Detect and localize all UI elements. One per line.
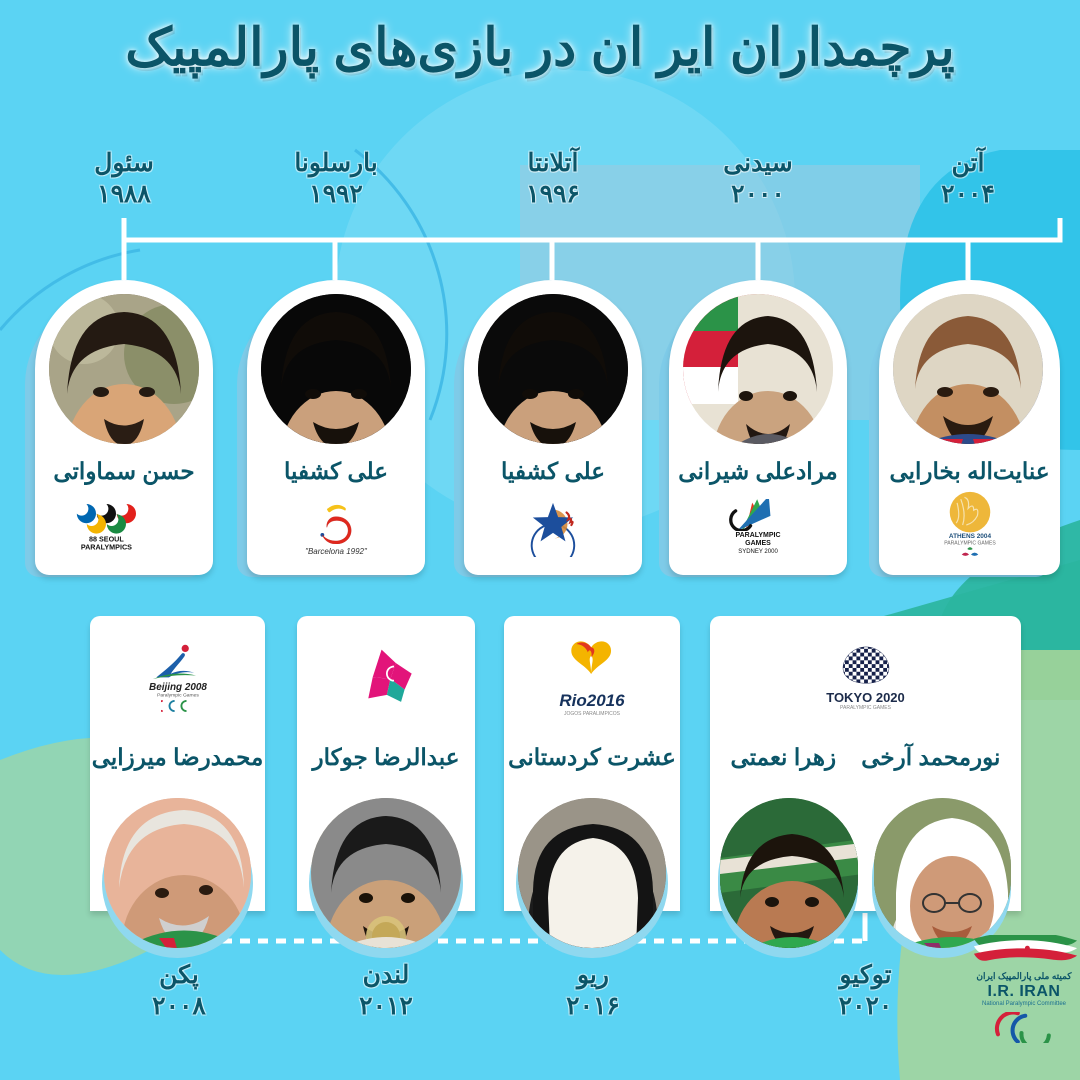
- svg-text:Beijing 2008: Beijing 2008: [149, 681, 207, 692]
- svg-text:Paralympic Games: Paralympic Games: [157, 692, 199, 698]
